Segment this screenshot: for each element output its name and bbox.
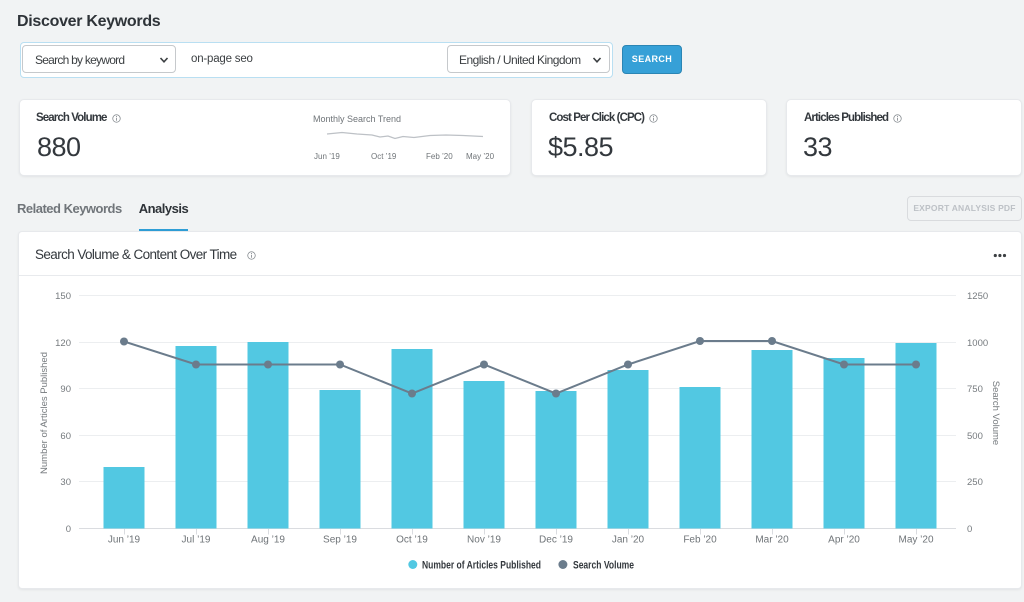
svg-text:Jan ’20: Jan ’20 — [612, 535, 645, 546]
svg-text:90: 90 — [60, 384, 71, 395]
svg-text:250: 250 — [967, 477, 983, 488]
svg-text:Mar ’20: Mar ’20 — [755, 535, 789, 546]
svg-text:1000: 1000 — [967, 338, 988, 349]
svg-text:Number of Articles Published: Number of Articles Published — [422, 560, 541, 572]
svg-text:Search Volume: Search Volume — [573, 560, 634, 572]
svg-text:0: 0 — [66, 524, 71, 535]
svg-text:Oct ’19: Oct ’19 — [396, 535, 428, 546]
svg-text:500: 500 — [967, 431, 983, 442]
svg-text:Number of Articles Published: Number of Articles Published — [39, 352, 50, 474]
svg-text:750: 750 — [967, 384, 983, 395]
svg-text:Aug ’19: Aug ’19 — [251, 535, 285, 546]
svg-text:Jul ’19: Jul ’19 — [182, 535, 211, 546]
svg-text:0: 0 — [967, 524, 972, 535]
svg-text:Feb ’20: Feb ’20 — [683, 535, 717, 546]
svg-text:1250: 1250 — [967, 291, 988, 302]
svg-text:Sep ’19: Sep ’19 — [323, 535, 357, 546]
svg-text:30: 30 — [60, 477, 71, 488]
svg-text:Apr ’20: Apr ’20 — [828, 535, 860, 546]
svg-text:150: 150 — [55, 291, 71, 302]
svg-text:Dec ’19: Dec ’19 — [539, 535, 573, 546]
svg-text:May ’20: May ’20 — [898, 535, 933, 546]
svg-text:Nov ’19: Nov ’19 — [467, 535, 501, 546]
svg-text:120: 120 — [55, 338, 71, 349]
svg-text:Jun ’19: Jun ’19 — [108, 535, 141, 546]
svg-text:60: 60 — [60, 431, 71, 442]
svg-text:Search Volume: Search Volume — [990, 381, 1001, 445]
